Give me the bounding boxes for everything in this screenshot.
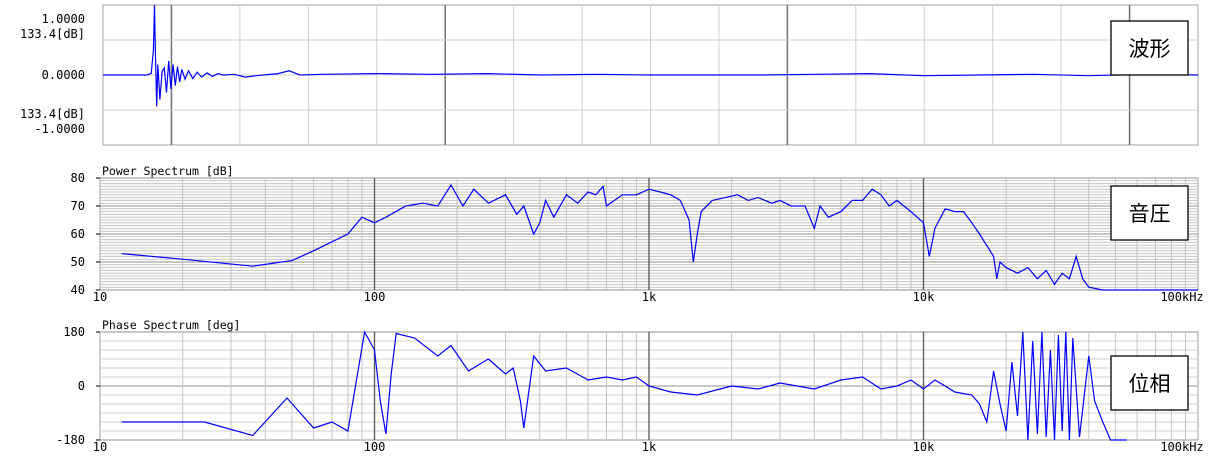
phase-x-ticks: 10 100 1k 10k 100kHz — [93, 440, 1204, 454]
power-grid — [100, 177, 1198, 291]
power-y-tick-label: 80 — [71, 171, 85, 185]
phase-line — [121, 330, 1127, 441]
power-x-tick-label: 100kHz — [1160, 290, 1203, 304]
phase-x-tick-label: 100 — [364, 440, 386, 454]
phase-x-tick-label: 10k — [913, 440, 935, 454]
phase-y-tick-label: 0 — [78, 379, 85, 393]
power-tag-box — [1110, 185, 1189, 241]
phase-y-tick-label: -180 — [56, 433, 85, 447]
power-y-ticks: 40 50 60 70 80 — [71, 171, 100, 297]
power-x-tick-label: 10k — [913, 290, 935, 304]
power-x-tick-label: 10 — [93, 290, 107, 304]
power-spectrum-title: Power Spectrum [dB] — [102, 164, 234, 178]
waveform-y-bottom-label-2: -1.0000 — [34, 122, 85, 136]
phase-spectrum-panel: Phase Spectrum [deg] -180 0 180 10 100 1k 10k… — [56, 318, 1204, 454]
phase-x-tick-label: 1k — [642, 440, 657, 454]
waveform-y-bottom-label-1: 133.4[dB] — [20, 107, 85, 121]
power-line — [121, 183, 1198, 291]
waveform-line — [103, 4, 1199, 107]
phase-x-tick-label: 10 — [93, 440, 107, 454]
waveform-tag-box — [1110, 20, 1189, 76]
power-x-tick-label: 1k — [642, 290, 657, 304]
phase-y-tick-label: 180 — [63, 325, 85, 339]
power-y-tick-label: 50 — [71, 255, 85, 269]
phase-tag: 位相 — [1129, 372, 1171, 396]
waveform-y-top-label-2: 133.4[dB] — [20, 27, 85, 41]
phase-x-tick-label: 100kHz — [1160, 440, 1203, 454]
waveform-panel: 1.0000 133.4[dB] 0.0000 133.4[dB] -1.000… — [20, 4, 1199, 146]
phase-y-ticks: -180 0 180 — [56, 325, 100, 447]
power-x-ticks: 10 100 1k 10k 100kHz — [93, 290, 1204, 304]
power-x-tick-label: 100 — [364, 290, 386, 304]
phase-spectrum-title: Phase Spectrum [deg] — [102, 318, 240, 332]
waveform-y-mid-label: 0.0000 — [42, 68, 85, 82]
power-tag: 音圧 — [1129, 202, 1171, 226]
waveform-tag: 波形 — [1129, 37, 1171, 61]
power-y-tick-label: 40 — [71, 283, 85, 297]
power-y-tick-label: 70 — [71, 199, 85, 213]
power-y-tick-label: 60 — [71, 227, 85, 241]
phase-tag-box — [1110, 355, 1189, 411]
waveform-y-top-label-1: 1.0000 — [42, 12, 85, 26]
